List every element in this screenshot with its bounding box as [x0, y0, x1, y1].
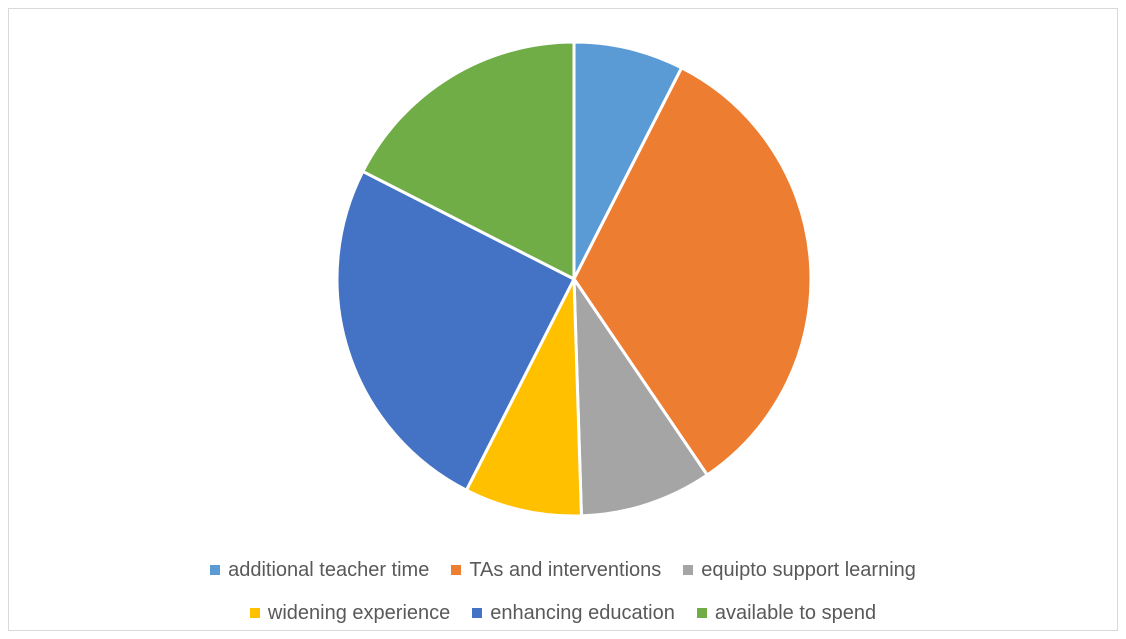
legend-label-tas-and-interventions: TAs and interventions	[469, 558, 662, 581]
pie-slice-equipto-support-learning	[572, 277, 709, 518]
pie-slice-available-to-spend	[361, 40, 576, 281]
legend-swatch-equipto-support-learning	[683, 565, 694, 575]
legend-item-widening-experience: widening experience	[249, 601, 451, 625]
legend-label-equipto-support-learning: equipto support learning	[701, 558, 916, 581]
legend-item-enhancing-education: enhancing education	[472, 602, 675, 625]
legend-swatch-additional-teacher-time	[210, 565, 221, 575]
legend-item-tas-and-interventions: TAs and interventions	[451, 559, 661, 582]
legend-row-1: additional teacher time TAs and interven…	[0, 555, 1126, 585]
legend-item-equipto-support-learning: equipto support learning	[683, 559, 916, 582]
legend-row-2: widening experience enhancing education …	[0, 598, 1126, 628]
legend-swatch-widening-experience	[249, 608, 260, 618]
legend-label-available-to-spend: available to spend	[714, 601, 877, 624]
legend-item-available-to-spend: available to spend	[696, 601, 877, 625]
legend-label-additional-teacher-time: additional teacher time	[228, 558, 430, 581]
pie-slice-enhancing-education	[335, 169, 576, 492]
legend-item-additional-teacher-time: additional teacher time	[210, 559, 429, 582]
legend-swatch-enhancing-education	[472, 608, 483, 618]
pie-slice-tas-and-interventions	[572, 66, 813, 477]
pie-slice-additional-teacher-time	[572, 40, 684, 281]
pie-slice-widening-experience	[464, 277, 583, 518]
legend-swatch-tas-and-interventions	[451, 565, 462, 575]
legend-label-widening-experience: widening experience	[267, 601, 451, 624]
legend-swatch-available-to-spend	[696, 608, 707, 618]
legend-label-enhancing-education: enhancing education	[490, 601, 675, 624]
